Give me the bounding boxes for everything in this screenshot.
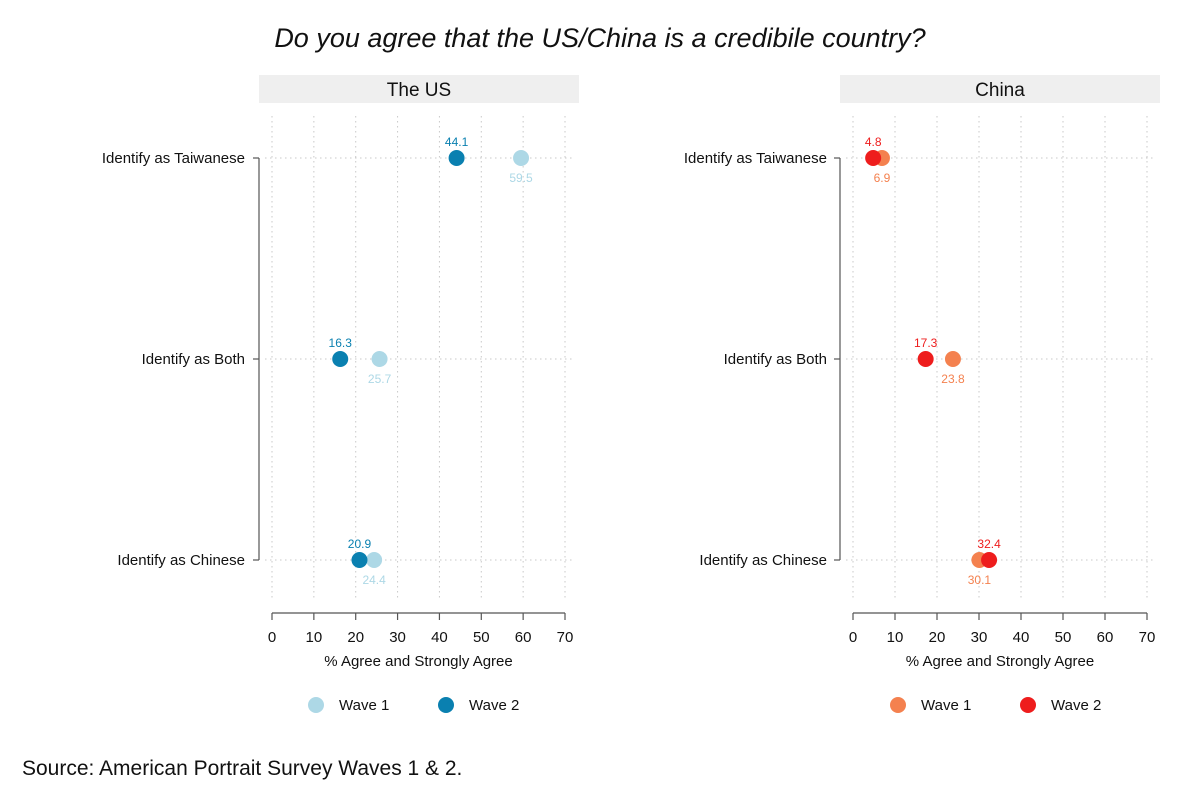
legend-marker-wave-2 bbox=[438, 697, 454, 713]
point-wave-2 bbox=[981, 552, 998, 568]
panel-title: China bbox=[975, 80, 1025, 101]
data-label-wave-1: 25.7 bbox=[368, 372, 392, 386]
x-tick-label: 70 bbox=[1139, 629, 1156, 646]
x-tick-label: 0 bbox=[849, 629, 857, 646]
data-label-wave-1: 6.9 bbox=[874, 171, 891, 185]
legend-marker-wave-2 bbox=[1020, 697, 1036, 713]
x-tick-label: 40 bbox=[1013, 629, 1030, 646]
category-label: Identify as Taiwanese bbox=[102, 150, 245, 167]
point-wave-1 bbox=[944, 351, 961, 367]
data-label-wave-2: 32.4 bbox=[977, 537, 1001, 551]
category-label: Identify as Both bbox=[724, 351, 827, 368]
data-label-wave-2: 16.3 bbox=[329, 336, 353, 350]
category-label: Identify as Chinese bbox=[117, 552, 245, 569]
point-wave-2 bbox=[332, 351, 349, 367]
x-tick-label: 30 bbox=[971, 629, 988, 646]
legend-marker-wave-1 bbox=[308, 697, 324, 713]
source-note: Source: American Portrait Survey Waves 1… bbox=[22, 757, 462, 780]
panels: The US Identify as Taiwanese Identify as B… bbox=[102, 75, 1160, 714]
x-tick-label: 10 bbox=[887, 629, 904, 646]
panel-header bbox=[259, 75, 579, 103]
x-tick-label: 60 bbox=[1097, 629, 1114, 646]
data-label-wave-2: 44.1 bbox=[445, 135, 469, 149]
data-label-wave-2: 17.3 bbox=[914, 336, 938, 350]
legend-label-wave-1: Wave 1 bbox=[339, 697, 389, 714]
x-axis-title: % Agree and Strongly Agree bbox=[906, 653, 1094, 670]
x-tick-label: 70 bbox=[557, 629, 574, 646]
x-tick-label: 60 bbox=[515, 629, 532, 646]
x-tick-label: 20 bbox=[347, 629, 364, 646]
data-label-wave-1: 24.4 bbox=[362, 573, 386, 587]
legend-label-wave-2: Wave 2 bbox=[1051, 697, 1101, 714]
point-wave-2 bbox=[917, 351, 934, 367]
point-wave-2 bbox=[448, 150, 465, 166]
category-label: Identify as Chinese bbox=[699, 552, 827, 569]
data-label-wave-2: 20.9 bbox=[348, 537, 372, 551]
x-tick-label: 40 bbox=[431, 629, 448, 646]
legend-label-wave-1: Wave 1 bbox=[921, 697, 971, 714]
panel-header bbox=[840, 75, 1160, 103]
x-tick-label: 50 bbox=[473, 629, 490, 646]
point-wave-1 bbox=[371, 351, 388, 367]
data-label-wave-2: 4.8 bbox=[865, 135, 882, 149]
data-label-wave-1: 30.1 bbox=[968, 573, 992, 587]
point-wave-1 bbox=[366, 552, 383, 568]
x-tick-label: 10 bbox=[306, 629, 323, 646]
x-tick-label: 20 bbox=[929, 629, 946, 646]
category-label: Identify as Both bbox=[142, 351, 245, 368]
point-wave-1 bbox=[513, 150, 530, 166]
point-wave-2 bbox=[865, 150, 882, 166]
data-label-wave-1: 59.5 bbox=[509, 171, 533, 185]
panel-china: China Identify as Taiwanese Identify as Bo… bbox=[684, 75, 1160, 714]
category-label: Identify as Taiwanese bbox=[684, 150, 827, 167]
legend-marker-wave-1 bbox=[890, 697, 906, 713]
chart-title: Do you agree that the US/China is a cred… bbox=[274, 23, 925, 53]
panel-title: The US bbox=[387, 80, 451, 101]
x-tick-label: 50 bbox=[1055, 629, 1072, 646]
x-tick-label: 0 bbox=[268, 629, 276, 646]
point-wave-2 bbox=[351, 552, 368, 568]
x-axis-title: % Agree and Strongly Agree bbox=[324, 653, 512, 670]
x-tick-label: 30 bbox=[389, 629, 406, 646]
panel-us: The US Identify as Taiwanese Identify as B… bbox=[102, 75, 579, 714]
data-label-wave-1: 23.8 bbox=[941, 372, 965, 386]
legend-label-wave-2: Wave 2 bbox=[469, 697, 519, 714]
